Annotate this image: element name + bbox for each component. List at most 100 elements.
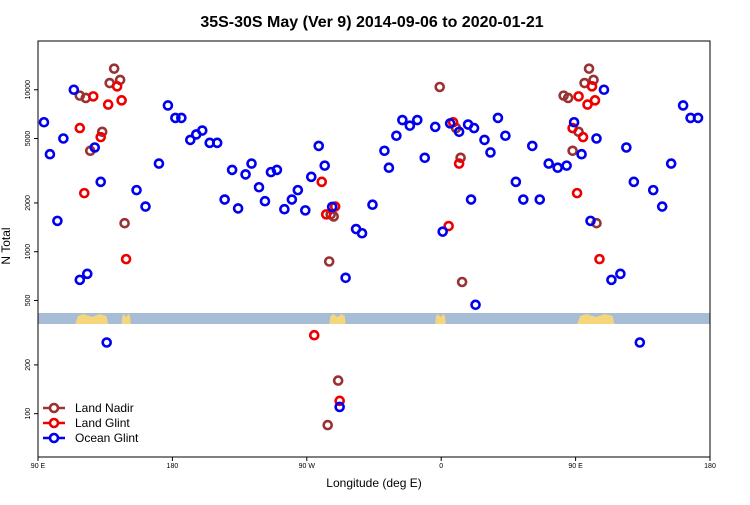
data-point	[429, 121, 441, 133]
data-point	[52, 215, 63, 227]
y-tick-label: 10000	[25, 80, 32, 100]
data-point	[226, 164, 238, 176]
data-point	[120, 253, 132, 265]
x-axis-label: Longitude (deg E)	[326, 476, 421, 490]
x-tick-label: 180	[167, 463, 179, 470]
legend-marker	[48, 432, 60, 444]
data-point	[404, 120, 416, 131]
data-point	[568, 116, 580, 128]
data-point	[74, 122, 86, 134]
data-point	[606, 274, 617, 286]
data-point	[185, 134, 196, 146]
data-point	[582, 99, 593, 110]
data-point	[598, 84, 610, 96]
x-tick-label: 180	[704, 463, 716, 470]
data-point	[95, 131, 107, 143]
data-point	[479, 134, 490, 146]
data-point	[367, 199, 378, 211]
data-point	[96, 126, 108, 138]
data-point	[102, 99, 114, 110]
data-point	[383, 162, 395, 174]
data-point	[320, 209, 332, 220]
data-point	[437, 226, 448, 237]
series-ocean-glint	[38, 84, 704, 413]
data-point	[111, 81, 123, 92]
legend-label: Ocean Glint	[75, 431, 139, 445]
land-silhouette	[577, 314, 615, 324]
data-point	[322, 419, 334, 431]
data-point	[412, 114, 423, 126]
y-tick-label: 100	[25, 408, 32, 420]
y-tick-label: 5000	[25, 131, 32, 147]
data-point	[240, 169, 251, 180]
data-point	[576, 148, 587, 160]
plot-frame	[37, 40, 711, 458]
data-point	[561, 160, 572, 171]
data-point	[162, 100, 174, 111]
data-point	[585, 215, 596, 227]
data-point	[308, 329, 320, 341]
data-point	[211, 137, 223, 149]
data-point	[573, 91, 584, 102]
data-point	[74, 274, 86, 286]
data-point	[586, 81, 598, 92]
data-point	[219, 194, 230, 205]
data-point	[485, 147, 496, 158]
data-point	[323, 256, 335, 267]
data-point	[468, 122, 480, 134]
data-point	[379, 145, 390, 157]
data-point	[116, 95, 127, 106]
legend-item-land-nadir: Land Nadir	[43, 401, 134, 415]
data-point	[594, 253, 605, 265]
data-point	[334, 401, 345, 413]
data-point	[456, 276, 468, 288]
data-point	[577, 131, 589, 143]
data-point	[615, 268, 626, 280]
chart-title: 35S-30S May (Ver 9) 2014-09-06 to 2020-0…	[200, 14, 543, 31]
data-point	[455, 152, 466, 164]
data-point	[356, 227, 368, 239]
data-point	[326, 201, 338, 213]
data-point	[534, 194, 546, 205]
y-axis-label: N Total	[0, 227, 13, 264]
data-point	[621, 142, 632, 153]
data-point	[526, 140, 538, 152]
data-point	[87, 91, 99, 102]
data-point	[340, 272, 351, 284]
data-point	[589, 95, 601, 106]
data-point	[68, 84, 80, 96]
y-tick-label: 500	[25, 295, 32, 307]
data-point	[58, 133, 69, 144]
data-point	[334, 395, 345, 407]
data-point	[583, 63, 595, 74]
y-tick-label: 200	[25, 359, 32, 371]
data-point	[95, 176, 107, 188]
data-point	[634, 337, 646, 348]
legend-item-land-glint: Land Glint	[43, 416, 130, 430]
data-point	[81, 268, 93, 280]
x-tick-label: 0	[439, 463, 443, 470]
data-point	[665, 158, 677, 169]
series-land-glint	[74, 81, 605, 407]
data-point	[453, 158, 465, 169]
data-point	[500, 130, 511, 142]
data-point	[153, 158, 165, 169]
y-tick-label: 2000	[25, 195, 32, 211]
legend-item-ocean-glint: Ocean Glint	[43, 431, 139, 445]
data-point	[89, 142, 101, 153]
data-point	[271, 164, 283, 176]
data-point	[391, 130, 402, 142]
data-point	[140, 201, 151, 212]
land-silhouette	[75, 314, 109, 324]
data-point	[552, 162, 563, 174]
data-point	[170, 112, 181, 124]
data-point	[38, 116, 50, 128]
data-point	[647, 184, 659, 196]
x-tick-label: 90 E	[31, 463, 46, 470]
legend-label: Land Glint	[75, 416, 130, 430]
data-point	[562, 92, 574, 104]
data-point	[131, 184, 142, 196]
y-axis: 100 200 500 1000 2000 5000 10000	[25, 80, 38, 420]
